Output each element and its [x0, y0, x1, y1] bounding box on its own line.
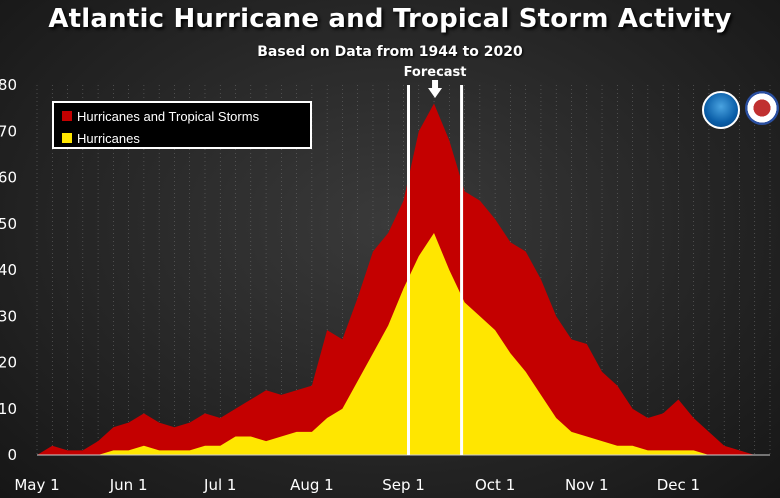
legend-swatch-yellow: [62, 133, 72, 143]
x-tick-label: May 1: [14, 476, 59, 494]
chart-subtitle: Based on Data from 1944 to 2020: [257, 44, 523, 60]
chart-legend: Hurricanes and Tropical Storms Hurricane…: [52, 101, 312, 149]
forecast-arrow-icon: [428, 80, 443, 98]
y-tick-label: 60: [0, 169, 17, 187]
legend-item-hurricanes: Hurricanes: [62, 129, 140, 147]
x-tick-label: Oct 1: [475, 476, 515, 494]
y-tick-label: 10: [0, 400, 17, 418]
y-tick-label: 20: [0, 354, 17, 372]
y-tick-label: 40: [0, 261, 17, 279]
legend-swatch-red: [62, 111, 72, 121]
area-series-0: [37, 103, 770, 455]
legend-label-storms: Hurricanes and Tropical Storms: [77, 108, 260, 124]
forecast-label: Forecast: [404, 65, 467, 80]
y-tick-label: 0: [7, 446, 17, 464]
y-tick-label: 70: [0, 122, 17, 140]
x-tick-label: Jul 1: [203, 476, 236, 494]
legend-item-storms: Hurricanes and Tropical Storms: [62, 107, 259, 125]
y-tick-label: 50: [0, 215, 17, 233]
x-tick-label: Dec 1: [657, 476, 700, 494]
x-tick-label: Nov 1: [565, 476, 609, 494]
nws-logo-icon: [745, 91, 779, 125]
chart-title: Atlantic Hurricane and Tropical Storm Ac…: [48, 4, 732, 34]
y-tick-label: 80: [0, 76, 17, 94]
x-tick-label: Jun 1: [109, 476, 148, 494]
area-series-1: [37, 233, 770, 455]
y-tick-label: 30: [0, 307, 17, 325]
noaa-logo-icon: [702, 91, 740, 129]
x-tick-label: Sep 1: [382, 476, 425, 494]
legend-label-hurricanes: Hurricanes: [77, 130, 140, 146]
x-tick-label: Aug 1: [290, 476, 334, 494]
